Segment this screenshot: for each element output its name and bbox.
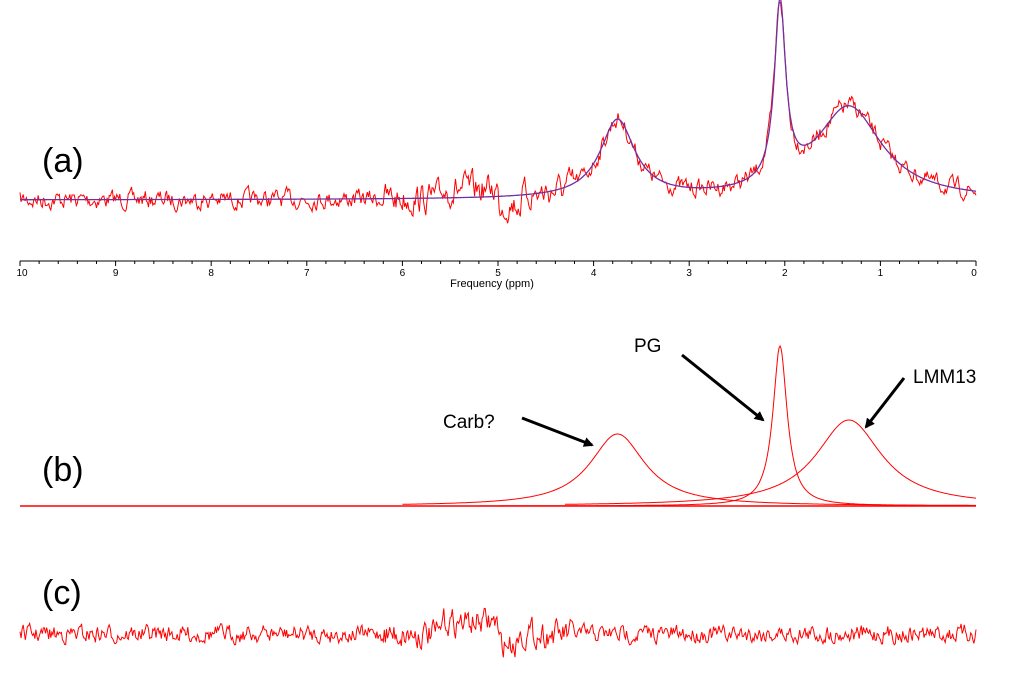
annotation-pg: PG bbox=[634, 336, 661, 357]
x-tick-label: 5 bbox=[495, 268, 501, 279]
x-tick-label: 6 bbox=[400, 268, 406, 279]
x-tick-label: 9 bbox=[113, 268, 119, 279]
x-tick-label: 7 bbox=[304, 268, 310, 279]
panel-b: Carb? PG LMM13 bbox=[20, 336, 977, 507]
panel-label-c: (c) bbox=[42, 574, 82, 612]
x-tick-label: 2 bbox=[782, 268, 788, 279]
x-axis-title: Frequency (ppm) bbox=[450, 278, 534, 290]
arrow-carb bbox=[521, 416, 594, 447]
spectrum-fit-line bbox=[20, 0, 977, 201]
component-lmm13-line bbox=[564, 419, 977, 505]
residual-line bbox=[19, 607, 977, 658]
component-pg-line bbox=[478, 344, 976, 507]
annotation-carb: Carb? bbox=[443, 412, 495, 433]
panel-c bbox=[19, 607, 977, 658]
x-tick-label: 0 bbox=[971, 268, 977, 279]
arrow-pg bbox=[681, 353, 765, 422]
x-tick-label: 1 bbox=[878, 268, 884, 279]
panel-a: 10 9 8 7 6 5 4 3 2 1 0 Frequency (ppm) bbox=[16, 0, 977, 290]
x-tick-label: 4 bbox=[591, 268, 597, 279]
arrow-lmm13 bbox=[864, 377, 906, 429]
x-tick-label: 3 bbox=[686, 268, 692, 279]
panel-label-b: (b) bbox=[42, 451, 84, 489]
panel-label-a: (a) bbox=[42, 142, 84, 180]
annotation-lmm13: LMM13 bbox=[913, 367, 976, 388]
spectrum-measured-line bbox=[19, 1, 977, 224]
x-tick-label: 10 bbox=[16, 268, 28, 279]
x-axis-ticks: 10 9 8 7 6 5 4 3 2 1 0 bbox=[16, 261, 977, 279]
component-carb-line bbox=[402, 433, 976, 506]
x-tick-label: 8 bbox=[208, 268, 214, 279]
